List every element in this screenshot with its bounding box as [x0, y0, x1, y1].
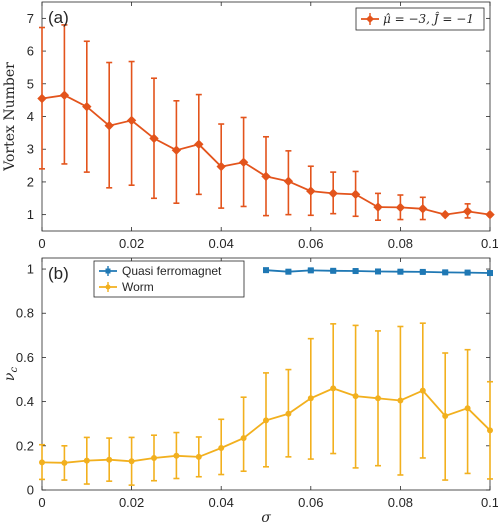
x-tick-label: 0.06: [298, 236, 323, 251]
data-point: [261, 171, 271, 182]
y-tick-label: 0.6: [16, 350, 34, 365]
data-point: [194, 139, 204, 150]
y-tick-label: 1: [27, 207, 34, 222]
legend-label: Quasi ferromagnet: [122, 264, 222, 278]
data-point: [104, 120, 114, 131]
series-worm: [39, 322, 493, 486]
data-point: [263, 417, 269, 424]
x-tick-label: 0.1: [481, 236, 498, 251]
data-point: [462, 206, 473, 217]
series-3-1: [37, 24, 495, 222]
data-point: [283, 176, 294, 186]
data-point: [149, 133, 159, 144]
x-tick-label: 0.06: [298, 495, 323, 510]
data-point: [397, 397, 404, 404]
data-point: [375, 395, 381, 402]
legend-marker: [105, 268, 111, 274]
data-point: [419, 387, 426, 394]
y-tick-label: 3: [27, 142, 34, 157]
data-point: [397, 268, 404, 275]
data-point: [487, 427, 493, 434]
panel-label: (b): [48, 264, 69, 283]
panel-label: (a): [48, 8, 69, 27]
data-point: [440, 209, 450, 220]
data-point: [418, 204, 428, 214]
data-point: [240, 435, 247, 442]
y-tick-label: 5: [27, 76, 34, 91]
x-tick-label: 0.08: [388, 495, 413, 510]
data-point: [306, 186, 316, 196]
data-point: [171, 145, 182, 155]
data-point: [307, 395, 314, 402]
panel-a: 0 0.02 0.04 0.06 0.08 0.1 1 2 3 4 5 6 7 (a) μ̂ = −3, Ĵ…: [2, 1, 498, 251]
data-point: [442, 412, 449, 419]
legend-marker: [105, 284, 111, 290]
data-point: [285, 268, 292, 275]
data-point: [375, 268, 381, 275]
data-point: [352, 393, 359, 400]
data-point: [126, 115, 137, 126]
x-tick-label: 0.04: [209, 495, 234, 510]
legend-box: [93, 260, 245, 298]
x-tick-label: 0.02: [119, 236, 144, 251]
legend-label: μ̂ = −3, Ĵ = −1: [383, 11, 474, 26]
data-point: [350, 189, 361, 200]
data-point: [218, 445, 225, 452]
data-point: [395, 202, 406, 213]
data-point: [330, 267, 337, 274]
data-point: [487, 270, 493, 277]
data-point: [82, 101, 92, 112]
data-point: [59, 90, 70, 100]
data-point: [285, 410, 292, 417]
x-tick-label: 0: [38, 236, 45, 251]
y-tick-label: 4: [27, 109, 34, 124]
data-point: [238, 157, 249, 168]
data-point: [173, 452, 180, 459]
x-tick-label: 0: [38, 495, 45, 510]
x-axis-label: σ: [261, 510, 271, 526]
data-point: [464, 269, 471, 276]
y-tick-label: 0: [27, 483, 34, 498]
data-point: [151, 454, 157, 461]
y-tick-label: 0.8: [16, 306, 34, 321]
data-point: [442, 269, 449, 276]
y-tick-label: 6: [27, 44, 34, 59]
data-point: [106, 456, 113, 463]
panel-b: 0 0.02 0.04 0.06 0.08 0.1 0 0.2 0.4 0.6 0.8 1 (b) Qua…: [2, 257, 498, 526]
series-quasi-ferromagnet: [263, 267, 493, 277]
data-point: [352, 268, 359, 275]
y-tick-label: 1: [27, 262, 34, 277]
y-axis-label: Vortex Number: [2, 62, 18, 172]
data-point: [37, 93, 47, 104]
data-point: [83, 457, 90, 464]
legend-label: Worm: [122, 280, 154, 294]
data-point: [485, 209, 495, 220]
data-point: [419, 268, 426, 275]
y-axis-label: νc: [2, 367, 20, 382]
data-point: [61, 459, 68, 466]
data-point: [195, 453, 202, 460]
y-tick-label: 0.2: [16, 438, 34, 453]
plot-frame: [41, 257, 491, 491]
y-tick-label: 7: [27, 11, 34, 26]
data-point: [330, 385, 337, 392]
x-tick-label: 0.08: [388, 236, 413, 251]
data-point: [263, 267, 269, 274]
y-tick-label: 2: [27, 174, 34, 189]
legend-marker: [366, 15, 374, 23]
x-tick-label: 0.1: [481, 495, 498, 510]
data-point: [128, 458, 135, 465]
data-point: [328, 188, 338, 199]
data-point: [464, 405, 471, 412]
x-tick-label: 0.04: [209, 236, 234, 251]
data-point: [307, 267, 314, 274]
x-tick-label: 0.02: [119, 495, 144, 510]
data-point: [39, 459, 45, 466]
data-point: [373, 202, 383, 212]
legend-box: [355, 7, 485, 31]
y-tick-label: 0.4: [16, 394, 34, 409]
data-point: [216, 161, 226, 172]
